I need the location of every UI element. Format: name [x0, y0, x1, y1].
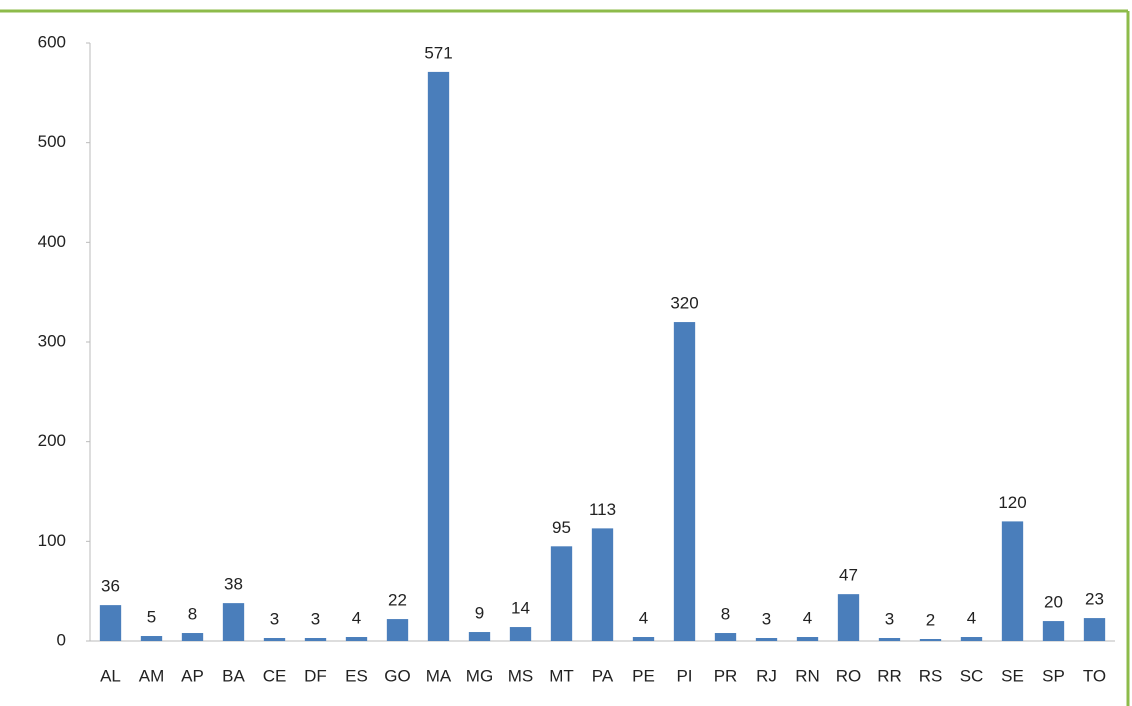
- bar: [919, 639, 942, 641]
- y-tick-label: 600: [38, 32, 66, 51]
- data-label: 2: [926, 610, 935, 629]
- x-tick-label: PA: [592, 666, 614, 685]
- y-tick-label: 200: [38, 431, 66, 450]
- x-tick-label: RS: [919, 666, 943, 685]
- x-tick-label: ES: [345, 666, 368, 685]
- data-label: 4: [967, 608, 976, 627]
- bar: [1083, 618, 1106, 641]
- data-label: 4: [639, 608, 648, 627]
- x-tick-label: AL: [100, 666, 121, 685]
- bar: [632, 637, 655, 641]
- x-tick-label: SC: [960, 666, 984, 685]
- bar: [345, 637, 368, 641]
- bar: [837, 594, 860, 641]
- data-label: 3: [311, 609, 320, 628]
- data-label: 3: [270, 609, 279, 628]
- bar: [960, 637, 983, 641]
- x-tick-label: TO: [1083, 666, 1106, 685]
- bar: [1001, 521, 1024, 641]
- bar: [386, 619, 409, 641]
- bar: [263, 638, 286, 641]
- y-tick-label: 100: [38, 531, 66, 550]
- data-label: 4: [352, 608, 361, 627]
- data-label: 36: [101, 577, 120, 596]
- y-tick-label: 500: [38, 132, 66, 151]
- x-tick-label: MA: [426, 666, 452, 685]
- bar: [550, 546, 573, 641]
- x-tick-label: GO: [384, 666, 410, 685]
- bar: [304, 638, 327, 641]
- bar: [673, 322, 696, 641]
- data-label: 3: [885, 609, 894, 628]
- y-tick-label: 0: [57, 630, 66, 649]
- data-label: 22: [388, 591, 407, 610]
- data-label: 8: [188, 605, 197, 624]
- data-label: 120: [998, 493, 1026, 512]
- data-label: 3: [762, 609, 771, 628]
- x-tick-label: DF: [304, 666, 327, 685]
- data-label: 4: [803, 608, 812, 627]
- bar: [427, 71, 450, 642]
- x-tick-label: MG: [466, 666, 493, 685]
- x-tick-label: AM: [139, 666, 165, 685]
- x-tick-label: PE: [632, 666, 655, 685]
- bar: [755, 638, 778, 641]
- bar: [714, 633, 737, 641]
- x-tick-label: CE: [263, 666, 287, 685]
- data-label: 320: [670, 294, 698, 313]
- data-label: 95: [552, 518, 571, 537]
- y-tick-label: 300: [38, 331, 66, 350]
- bar: [181, 633, 204, 641]
- data-label: 20: [1044, 593, 1063, 612]
- x-tick-label: RJ: [756, 666, 777, 685]
- data-label: 113: [589, 500, 616, 519]
- bar: [468, 632, 491, 641]
- x-tick-label: SE: [1001, 666, 1024, 685]
- data-label: 571: [424, 43, 452, 62]
- x-tick-label: MS: [508, 666, 534, 685]
- data-label: 23: [1085, 590, 1104, 609]
- data-label: 38: [224, 575, 243, 594]
- data-label: 8: [721, 605, 730, 624]
- x-tick-label: PR: [714, 666, 738, 685]
- y-tick-label: 400: [38, 232, 66, 251]
- x-tick-label: RR: [877, 666, 902, 685]
- x-tick-label: RN: [795, 666, 820, 685]
- x-tick-label: PI: [676, 666, 692, 685]
- data-label: 5: [147, 608, 156, 627]
- x-tick-label: AP: [181, 666, 204, 685]
- data-label: 9: [475, 604, 484, 623]
- bar: [591, 528, 614, 641]
- bar: [1042, 621, 1065, 641]
- x-tick-label: BA: [222, 666, 245, 685]
- x-tick-label: SP: [1042, 666, 1065, 685]
- bar: [796, 637, 819, 641]
- bar: [878, 638, 901, 641]
- data-label: 47: [839, 566, 858, 585]
- x-tick-label: MT: [549, 666, 574, 685]
- bar: [99, 605, 122, 641]
- x-tick-label: RO: [836, 666, 862, 685]
- bar: [509, 627, 532, 641]
- data-label: 14: [511, 599, 530, 618]
- bar: [140, 636, 163, 641]
- bar: [222, 603, 245, 641]
